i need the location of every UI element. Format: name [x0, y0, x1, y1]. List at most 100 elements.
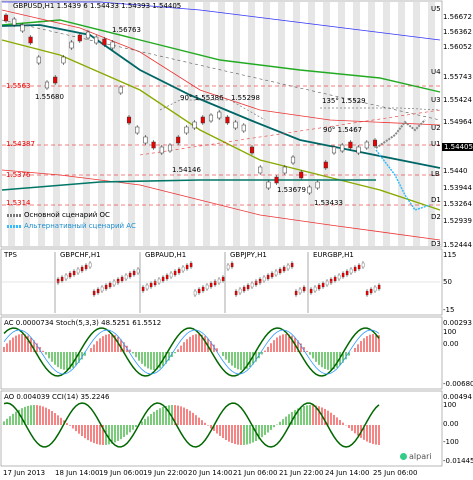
tps-candle-body [157, 278, 161, 284]
time-tick: 25 Jun 06:00 [373, 469, 418, 477]
tps-candle-body [325, 280, 329, 286]
envelope-line [1, 9, 441, 126]
level-tag-u5: U5 [431, 5, 441, 13]
candle-body [36, 56, 41, 64]
candle-body [307, 186, 312, 194]
tps-candle-body [88, 262, 92, 268]
ao-title: AO 0.004039 CCI(14) 35.2246 [4, 393, 110, 401]
tps-candle-body [205, 284, 209, 290]
tps-candle-body [165, 274, 169, 280]
candle-body [258, 166, 263, 174]
tps-candle-body [169, 272, 173, 278]
candle-body [77, 34, 82, 42]
ao-axis: -100 [443, 438, 459, 446]
price-tick: 1.53944 [443, 184, 472, 192]
session-band [203, 2, 210, 246]
annotation: 1.55298 [231, 94, 260, 102]
chart-header: GBPUSD,H1 1.5439 6 1.54433 1.54393 1.544… [13, 2, 182, 10]
main-scenario-swatch [7, 213, 21, 217]
time-tick: 17 Jun 2013 [3, 469, 46, 477]
cci-line [3, 402, 380, 448]
price-tick: 1.5440 [443, 167, 468, 175]
tps-symbol: GBPAUD,H1 [145, 251, 187, 259]
tps-candle-body [317, 284, 321, 290]
tps-candle-body [361, 262, 365, 268]
tps-candle-body [321, 282, 325, 288]
tps-candle-body [197, 288, 201, 294]
tps-candle-body [242, 286, 246, 292]
tps-candle-body [201, 286, 205, 292]
session-band [173, 2, 180, 246]
envelope-outer [2, 1, 441, 41]
tps-candle-body [333, 276, 337, 282]
candle-body [176, 136, 181, 144]
annotation: 1.53679 [277, 186, 306, 194]
time-tick: 21 Jun 22:00 [279, 469, 324, 477]
tps-candle-body [124, 274, 128, 280]
trend-channel [1, 19, 441, 121]
tps-candle-body [92, 290, 96, 296]
level-tag-u4: U4 [431, 68, 441, 76]
candle-body [94, 36, 99, 44]
session-band [128, 2, 135, 246]
stoch-signal [3, 329, 380, 375]
level-tag-d2: D2 [431, 213, 441, 221]
tps-candle-body [274, 270, 278, 276]
tps-candle-body [213, 280, 217, 286]
candle-body [331, 146, 337, 154]
candle-body [266, 181, 271, 189]
tps-candle-body [270, 272, 274, 278]
time-tick: 20 Jun 14:00 [188, 469, 233, 477]
tps-candle-body [377, 284, 381, 290]
ao-axis: 0.00494 [443, 393, 472, 401]
tps-candle-body [116, 278, 120, 284]
tps-candle-body [278, 268, 282, 274]
tps-candle-body [104, 284, 108, 290]
annotation: 1.5563 [6, 82, 31, 90]
candle-body [192, 121, 197, 129]
moving-average [1, 24, 441, 169]
tps-axis: 50 [443, 278, 452, 286]
annotation: 1.54387 [6, 140, 35, 148]
session-band [38, 2, 45, 246]
tps-candle-body [353, 266, 357, 272]
tps-symbol: EURGBP,H1 [313, 251, 354, 259]
tps-candle-body [234, 290, 238, 296]
candle-body [323, 161, 328, 169]
tps-candle-body [209, 282, 213, 288]
legend-alt-scenario: Альтернативный сценарий АС [7, 222, 136, 231]
session-band [323, 2, 330, 246]
fan-line [320, 107, 441, 111]
annotation: 1.5376 [6, 171, 31, 179]
tps-candle-body [128, 272, 132, 278]
candle-body [184, 126, 189, 134]
candle-body [217, 111, 222, 119]
price-tick: 1.56362 [443, 28, 472, 36]
tps-candle-body [290, 262, 294, 268]
candle-body [118, 86, 123, 94]
tps-title: TPS [4, 251, 17, 259]
tps-candle-body [258, 278, 262, 284]
session-band [143, 2, 150, 246]
candle-body [20, 24, 25, 32]
candle-body [44, 81, 50, 89]
candle-body [143, 136, 148, 144]
alt-scenario-swatch [7, 224, 21, 228]
tps-symbol: GBPCHF,H1 [60, 251, 101, 259]
tps-candle-body [298, 288, 302, 294]
tps-candle-body [56, 278, 60, 284]
tps-candle-body [72, 270, 76, 276]
envelope-line [1, 169, 441, 241]
annotation: 90° 1.55386 [180, 94, 224, 102]
session-band [428, 2, 435, 246]
candle-body [53, 76, 58, 84]
tps-candle-body [250, 282, 254, 288]
price-tick: 1.55743 [443, 73, 472, 81]
candle-body [151, 141, 156, 149]
session-band [53, 2, 60, 246]
ao-axis: 100 [443, 401, 457, 409]
tps-symbol: GBPJPY,H1 [230, 251, 267, 259]
tps-candle-body [173, 270, 177, 276]
level-tag-d1: D1 [431, 196, 441, 204]
